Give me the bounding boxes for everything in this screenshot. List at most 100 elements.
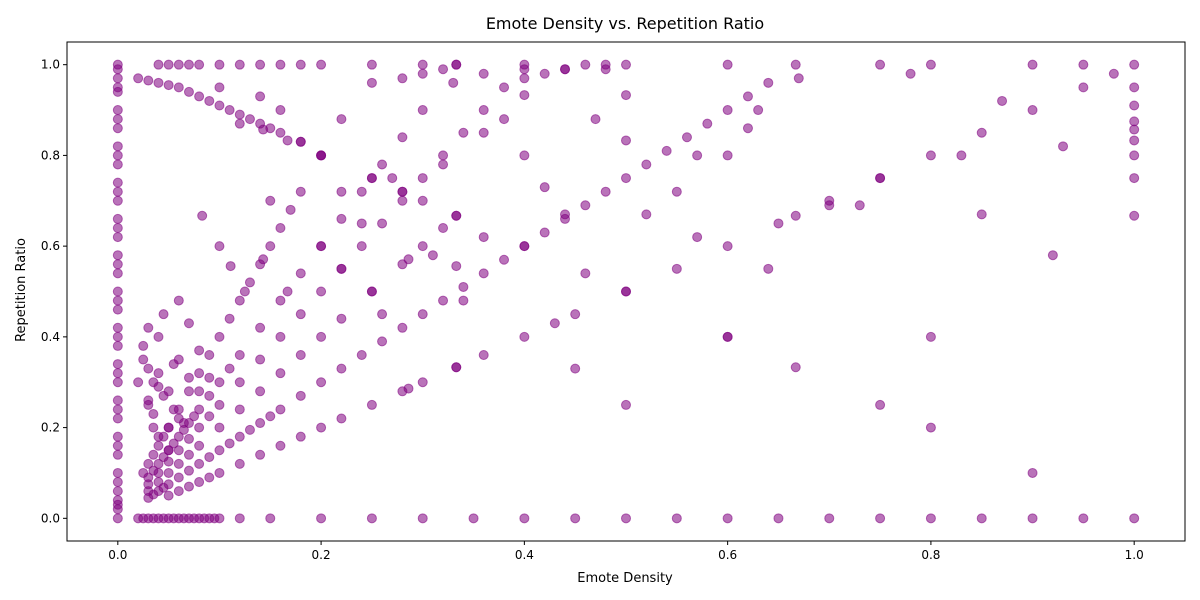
data-point — [742, 91, 753, 102]
data-point — [600, 186, 611, 197]
data-point — [194, 368, 205, 379]
data-point — [163, 479, 174, 490]
data-point — [168, 438, 179, 449]
data-point — [377, 309, 388, 320]
data-point — [458, 295, 469, 306]
data-point — [499, 114, 510, 125]
data-point — [183, 386, 194, 397]
data-point — [1108, 68, 1119, 79]
data-point — [234, 109, 245, 120]
data-point — [824, 513, 835, 524]
data-point — [194, 91, 205, 102]
data-point — [722, 513, 733, 524]
data-point — [112, 304, 123, 315]
data-point — [214, 377, 225, 388]
x-tick-label: 1.0 — [1125, 548, 1144, 562]
data-point — [112, 395, 123, 406]
data-point — [295, 431, 306, 442]
data-point — [148, 422, 159, 433]
data-point — [173, 59, 184, 70]
data-point — [183, 465, 194, 476]
data-point — [438, 222, 449, 233]
data-point — [1078, 513, 1089, 524]
data-point — [875, 513, 886, 524]
data-point — [204, 411, 215, 422]
data-point — [148, 408, 159, 419]
data-point — [621, 173, 631, 184]
data-point — [1129, 150, 1140, 161]
data-point — [158, 390, 169, 401]
data-point — [722, 241, 733, 252]
data-point — [478, 127, 489, 138]
data-point — [925, 331, 936, 342]
data-point — [403, 254, 414, 265]
data-point — [163, 456, 174, 467]
data-point — [336, 263, 347, 274]
data-point — [681, 132, 692, 143]
data-point — [173, 82, 184, 93]
data-point — [143, 458, 154, 469]
data-point — [316, 241, 327, 252]
data-point — [153, 77, 164, 88]
data-point — [478, 232, 489, 243]
data-point — [112, 286, 123, 297]
data-point — [275, 404, 286, 415]
data-point — [138, 340, 149, 351]
data-point — [1129, 59, 1140, 70]
data-point — [112, 449, 123, 460]
data-point — [112, 73, 123, 84]
data-point — [417, 195, 428, 206]
data-point — [1027, 105, 1038, 116]
data-point — [275, 59, 286, 70]
data-point — [224, 363, 235, 374]
data-point — [258, 254, 269, 265]
data-point — [214, 467, 225, 478]
data-point — [173, 295, 184, 306]
data-point — [112, 431, 123, 442]
data-point — [397, 132, 408, 143]
data-point — [570, 309, 581, 320]
chart-title: Emote Density vs. Repetition Ratio — [486, 14, 764, 33]
data-point — [112, 340, 123, 351]
data-point — [956, 150, 967, 161]
data-point — [336, 186, 347, 197]
data-point — [194, 477, 205, 488]
data-point — [519, 331, 530, 342]
data-point — [112, 259, 123, 270]
data-point — [204, 472, 215, 483]
data-point — [1058, 141, 1069, 152]
data-point — [1078, 82, 1089, 93]
data-point — [519, 150, 530, 161]
data-point — [397, 195, 408, 206]
data-point — [255, 322, 266, 333]
data-point — [138, 354, 149, 365]
data-point — [621, 399, 631, 410]
data-point — [178, 418, 189, 429]
data-point — [671, 263, 682, 274]
data-point — [671, 513, 682, 524]
data-point — [773, 218, 784, 229]
data-point — [143, 395, 154, 406]
data-point — [112, 141, 123, 152]
data-point — [753, 105, 764, 116]
data-point — [366, 286, 377, 297]
data-point — [204, 390, 215, 401]
data-point — [112, 377, 123, 388]
data-point — [183, 59, 194, 70]
data-point — [438, 159, 449, 170]
data-point — [275, 127, 286, 138]
data-point — [214, 513, 225, 524]
data-point — [255, 354, 266, 365]
data-point — [377, 218, 388, 229]
data-point — [661, 145, 672, 156]
data-point — [336, 213, 347, 224]
data-point — [824, 200, 835, 211]
data-point — [560, 209, 571, 220]
data-point — [214, 59, 225, 70]
data-point — [790, 210, 801, 221]
data-point — [214, 399, 225, 410]
data-point — [295, 186, 306, 197]
data-point — [194, 422, 205, 433]
data-point — [387, 173, 398, 184]
data-point — [255, 59, 266, 70]
